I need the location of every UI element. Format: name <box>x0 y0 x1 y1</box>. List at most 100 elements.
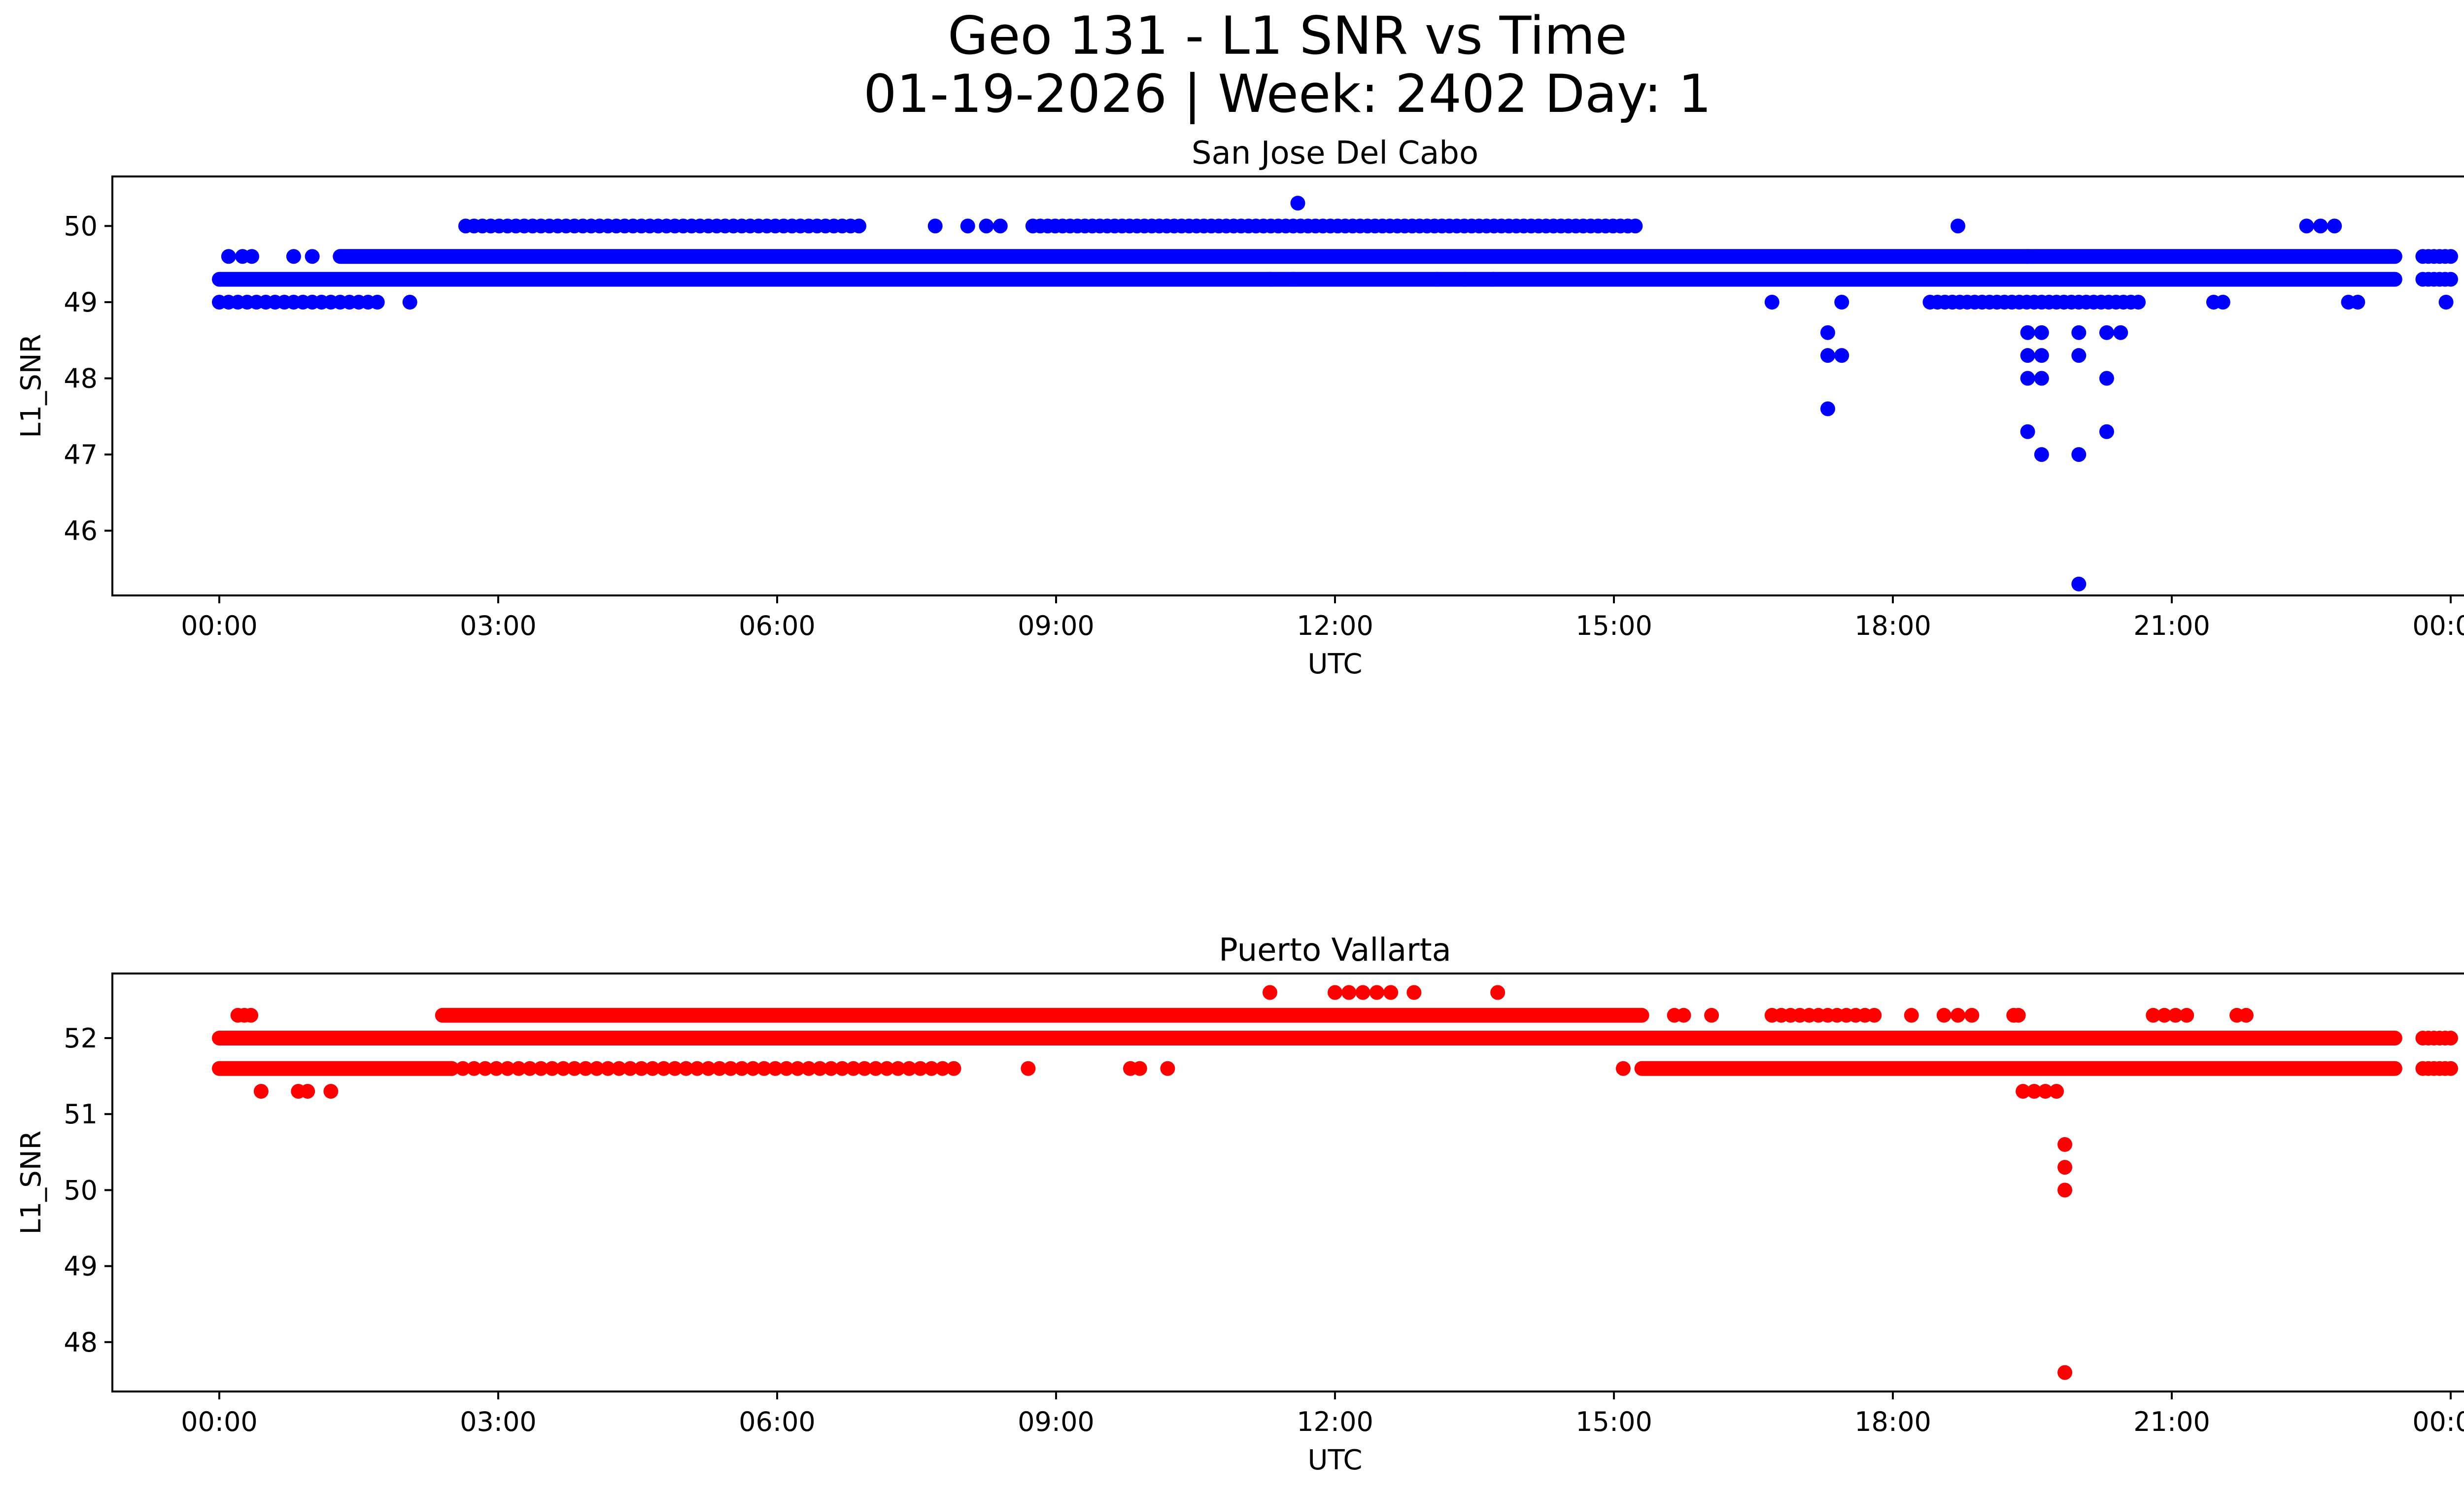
x-axis-label: UTC <box>1307 648 1362 680</box>
data-point <box>286 249 301 264</box>
y-tick-label: 47 <box>64 439 98 470</box>
y-tick-label: 52 <box>64 1023 98 1054</box>
data-point <box>979 218 994 234</box>
data-point <box>935 1061 950 1076</box>
data-point <box>1834 348 1849 363</box>
data-point <box>1936 1008 1951 1023</box>
data-point <box>305 249 320 264</box>
data-point <box>1458 272 1473 287</box>
data-point <box>2020 348 2035 363</box>
data-point <box>2071 447 2087 462</box>
data-point <box>846 1061 861 1076</box>
data-point <box>2071 576 2087 591</box>
x-tick-label: 18:00 <box>1854 1406 1931 1437</box>
data-point <box>1160 1061 1175 1076</box>
data-point <box>567 1061 582 1076</box>
data-point <box>300 1083 315 1099</box>
data-point <box>1615 1061 1631 1076</box>
data-point <box>402 295 417 310</box>
data-point <box>2238 1008 2254 1023</box>
data-point <box>734 1061 750 1076</box>
data-point <box>1951 1008 1966 1023</box>
data-point <box>823 1061 839 1076</box>
data-point <box>2038 1083 2053 1099</box>
data-point <box>2443 1031 2459 1046</box>
data-point <box>1964 1008 1980 1023</box>
data-point <box>790 1061 805 1076</box>
y-axis-label: L1_SNR <box>15 1130 47 1234</box>
data-point <box>812 1061 827 1076</box>
panel-san-jose-del-cabo: San Jose Del Cabo 00:00 03:00 06:00 09:00 12:… <box>15 135 2464 680</box>
data-point <box>890 1061 906 1076</box>
data-point <box>2327 218 2342 234</box>
data-point <box>960 218 975 234</box>
data-point <box>2299 218 2314 234</box>
data-point <box>2034 371 2049 386</box>
data-point <box>1262 985 1277 1000</box>
data-point <box>2099 424 2114 439</box>
data-point <box>2099 325 2114 340</box>
data-point <box>745 1061 760 1076</box>
x-tick-label: 15:00 <box>1575 1406 1652 1437</box>
x-tick-label: 21:00 <box>2133 1406 2210 1437</box>
axes-frame <box>111 175 2464 596</box>
data-point <box>723 1061 738 1076</box>
data-point <box>1490 985 1506 1000</box>
subplot-title: Puerto Vallarta <box>1219 932 1451 969</box>
data-point <box>913 1061 928 1076</box>
data-point <box>2179 1008 2194 1023</box>
data-point <box>2057 1182 2073 1198</box>
data-point <box>466 1061 481 1076</box>
data-point <box>927 218 943 234</box>
subplot-title: San Jose Del Cabo <box>1192 135 1478 172</box>
data-point <box>2099 371 2114 386</box>
x-tick-label: 00:00 <box>181 610 258 641</box>
data-point <box>679 1061 694 1076</box>
x-tick-label: 12:00 <box>1297 1406 1373 1437</box>
x-tick-label: 09:00 <box>1018 610 1095 641</box>
data-point <box>1369 985 1384 1000</box>
data-point <box>589 1061 604 1076</box>
x-tick-label: 09:00 <box>1018 1406 1095 1437</box>
data-point <box>857 1061 872 1076</box>
y-tick-label: 50 <box>64 210 98 242</box>
x-tick-label: 03:00 <box>460 610 537 641</box>
data-point <box>489 1061 504 1076</box>
y-tick-label: 49 <box>64 1251 98 1282</box>
x-tick-label: 21:00 <box>2133 610 2210 641</box>
x-tick-label: 00:00 <box>181 1406 258 1437</box>
data-point <box>2313 218 2328 234</box>
data-point <box>1430 272 1445 287</box>
data-point <box>243 1008 259 1023</box>
data-point <box>2034 348 2049 363</box>
data-point <box>545 1061 560 1076</box>
data-point <box>2113 325 2128 340</box>
x-tick-label: 00:00 <box>2412 610 2464 641</box>
data-point <box>444 1061 459 1076</box>
data-point <box>667 1061 683 1076</box>
data-point <box>689 1061 705 1076</box>
data-point <box>1383 985 1399 1000</box>
data-point <box>1406 985 1422 1000</box>
data-point <box>2168 1008 2183 1023</box>
y-axis-label: L1_SNR <box>15 334 47 438</box>
data-point <box>2131 295 2146 310</box>
data-point <box>1132 1061 1147 1076</box>
data-point <box>1834 295 1849 310</box>
data-point <box>634 1061 649 1076</box>
data-point <box>2011 1008 2026 1023</box>
y-tick-label: 48 <box>64 1327 98 1358</box>
data-point <box>370 295 385 310</box>
data-point <box>2443 1061 2459 1076</box>
data-point <box>1704 1008 1719 1023</box>
data-point <box>1951 218 1966 234</box>
x-tick-label: 18:00 <box>1854 610 1931 641</box>
data-point <box>1286 272 1301 287</box>
x-tick-label: 06:00 <box>739 1406 816 1437</box>
x-tick-label: 06:00 <box>739 610 816 641</box>
data-point <box>600 1061 616 1076</box>
data-point <box>2034 325 2049 340</box>
data-point <box>500 1061 515 1076</box>
data-point <box>1676 1008 1691 1023</box>
